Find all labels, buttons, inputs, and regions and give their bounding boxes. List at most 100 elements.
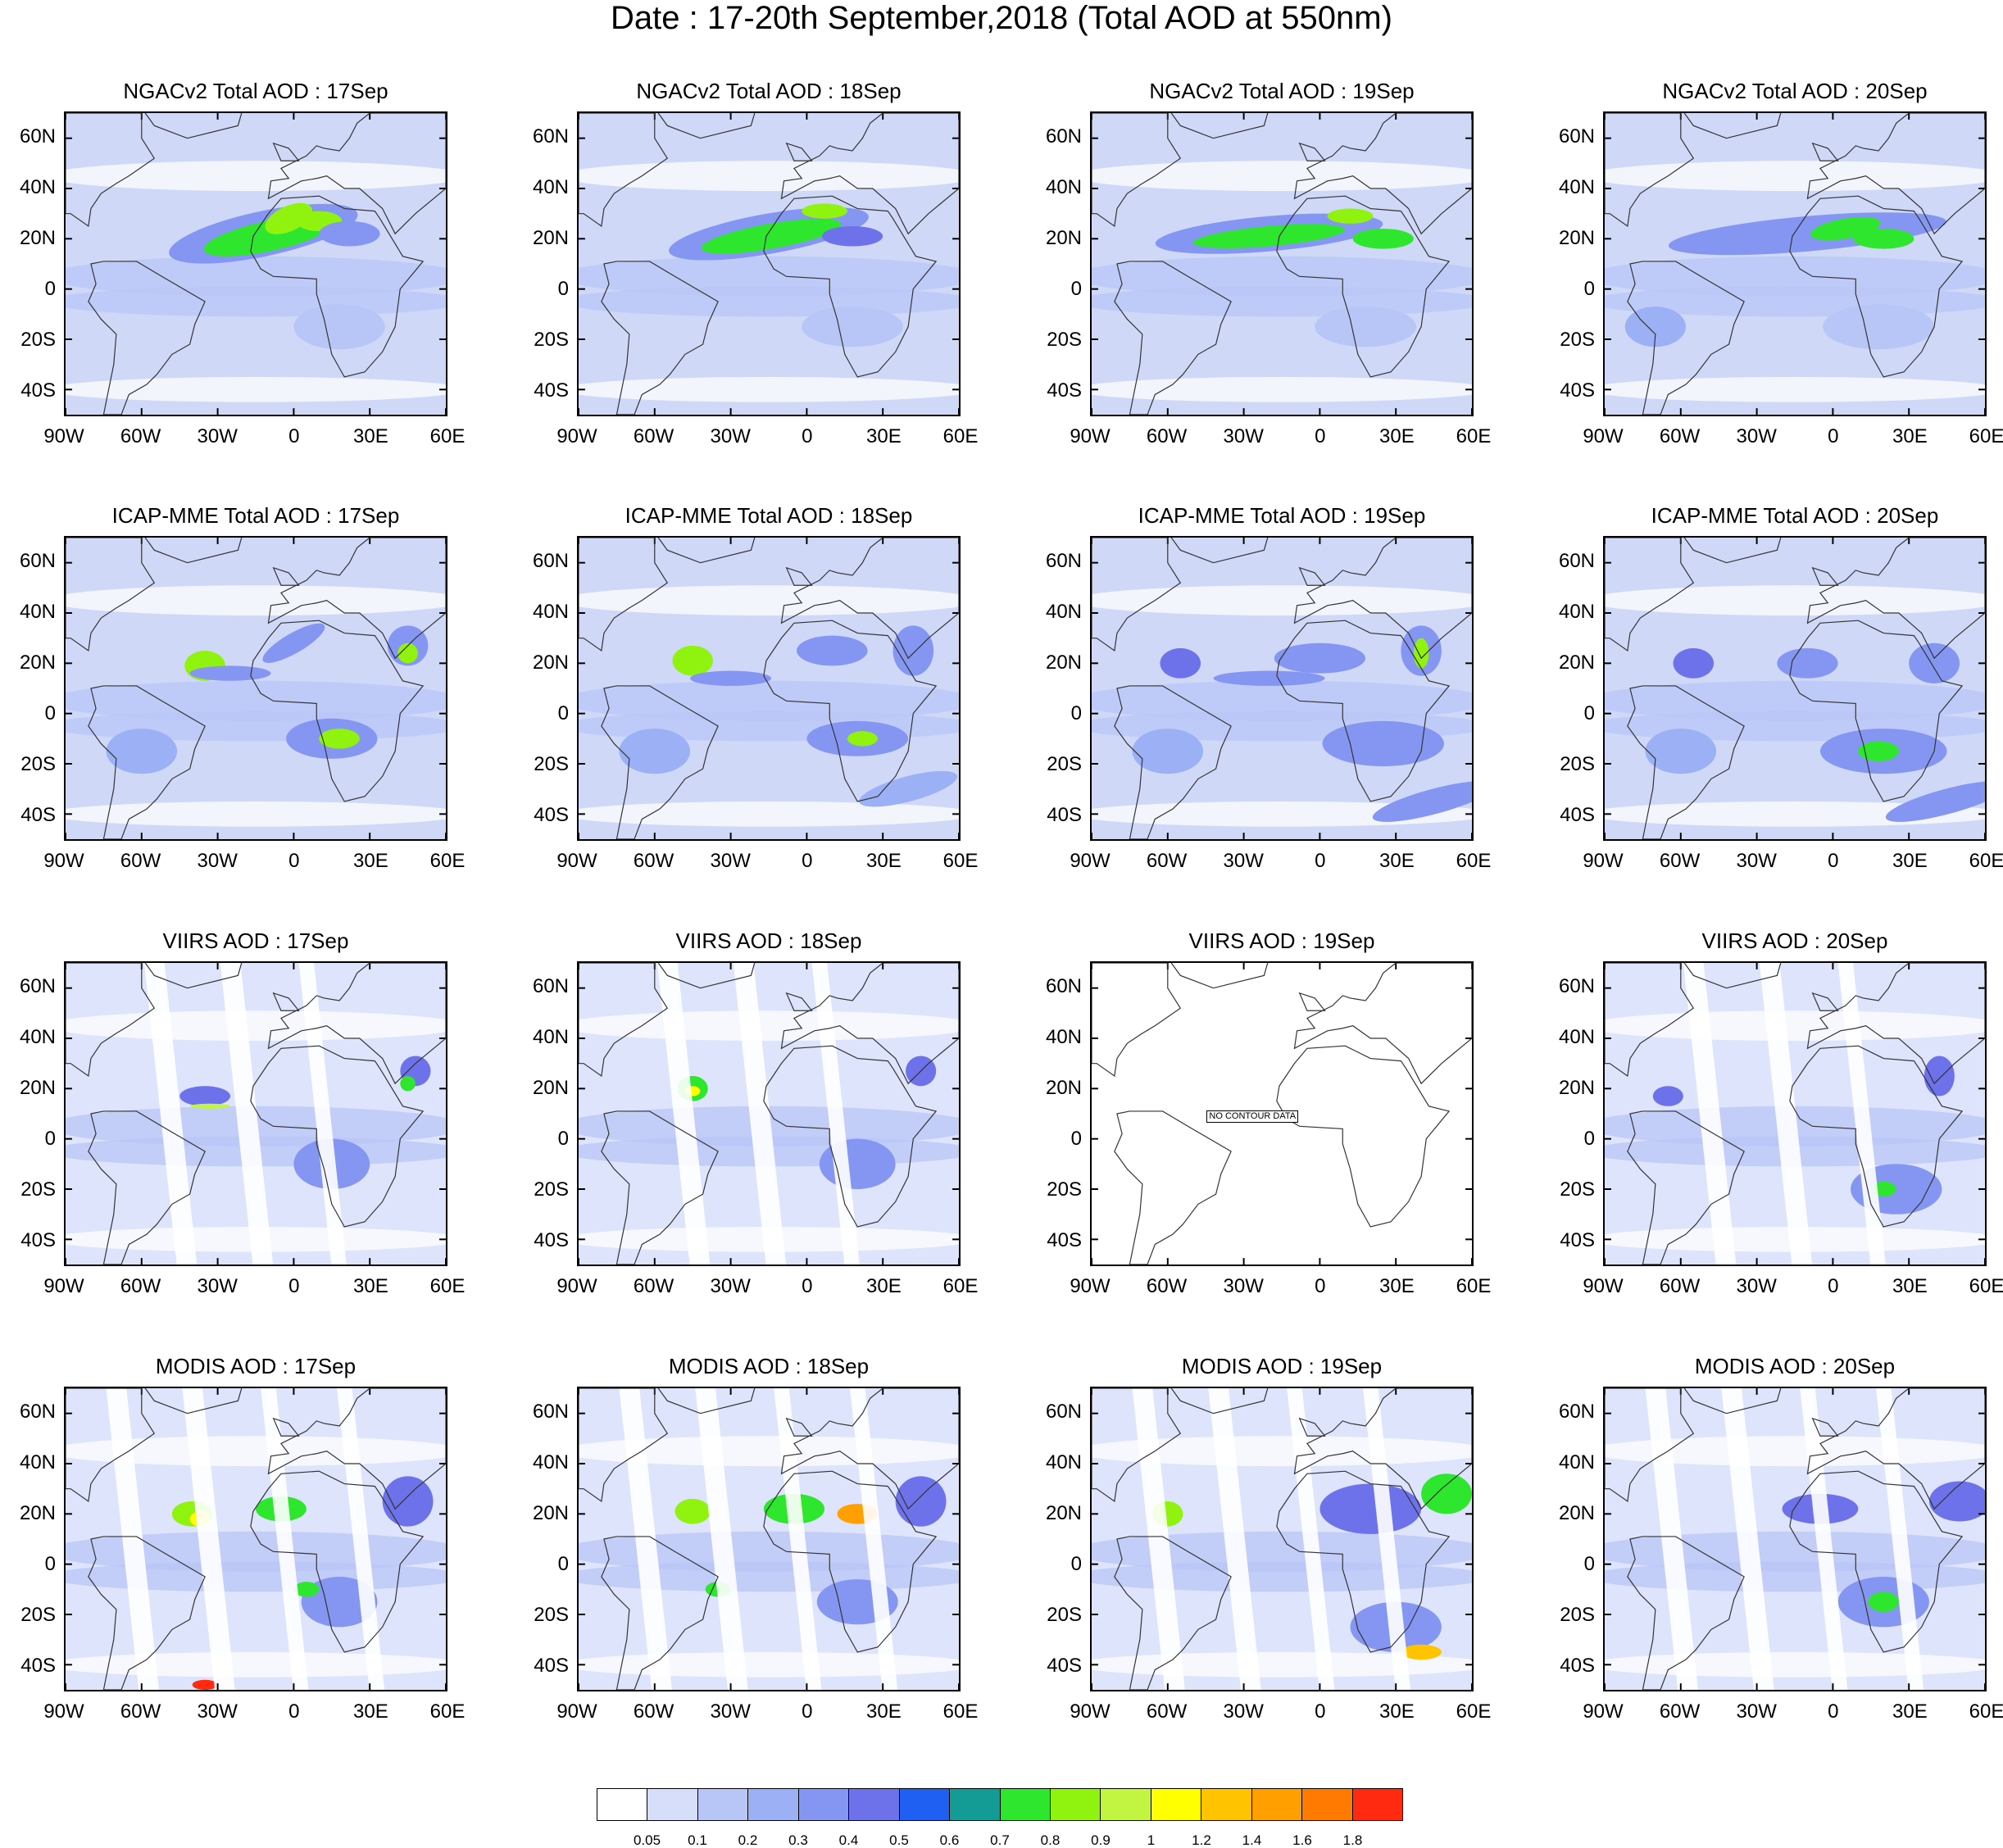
longitude-tick-label: 0 [1828,1700,1839,1723]
coastline [1276,195,1451,378]
aod-band [66,377,446,402]
longitude-tick-label: 60E [1969,1700,2003,1723]
colorbar-swatch [647,1789,698,1820]
longitude-tick-label: 30E [353,850,388,872]
longitude-tick-label: 60W [120,850,161,872]
coastline [1298,992,1326,1011]
latitude-tick-label: 60N [1558,1401,1595,1423]
map-plot-area [64,111,447,416]
panel-title: MODIS AOD : 19Sep [1181,1354,1383,1378]
colorbar-tick-label: 0.05 [633,1832,661,1848]
aod-plume [192,1679,218,1690]
coastline [1293,1388,1472,1510]
aod-plume [1160,647,1201,679]
longitude-tick-label: 90W [1583,850,1624,872]
coastline [1092,963,1182,1078]
aod-band [579,585,959,616]
longitude-tick-label: 60E [1969,850,2003,872]
aod-band [579,1652,959,1678]
coastline [1170,538,1269,564]
aod-band [579,1531,959,1572]
colorbar-tick-label: 0.5 [889,1832,909,1848]
longitude-tick-label: 60E [942,850,979,872]
aod-band [1092,680,1472,721]
longitude-tick-label: 60W [1146,1700,1188,1723]
latitude-tick-label: 0 [1070,702,1082,724]
latitude-tick-label: 60N [19,1401,56,1423]
aod-band [66,1652,446,1678]
aod-plume [802,203,847,219]
map-panel: ICAP-MME Total AOD : 20Sep 60N 40N 20N 0 20S 4… [1559,503,2003,872]
latitude-tick-label: 40N [1045,1026,1082,1048]
aod-band [1605,680,1985,721]
longitude-tick-label: 30W [1736,1275,1777,1297]
latitude-tick-label: 20S [1560,329,1595,351]
coastline [601,1110,719,1265]
panel-title: VIIRS AOD : 19Sep [1188,929,1375,953]
latitude-tick-label: 20S [1047,753,1082,775]
coastline [144,1388,243,1414]
map-svg [1605,113,1985,415]
aod-plume [892,625,934,676]
longitude-tick-label: 0 [288,1700,300,1723]
coastline [250,1470,425,1653]
latitude-tick-label: 20N [1045,1502,1082,1524]
longitude-tick-label: 60W [1146,1275,1188,1297]
coastline [657,538,756,564]
map-plot-area [1603,1387,1987,1691]
aod-plume [1274,642,1366,674]
coastline [1114,261,1232,415]
longitude-tick-label: 30E [353,1700,388,1723]
satellite-swath-gap [106,1388,159,1690]
coastline [1627,1110,1745,1265]
longitude-tick-label: 90W [43,850,84,872]
map-panel: VIIRS AOD : 18Sep 60N 40N 20N 0 20S 40S 90W 60W 3… [533,929,978,1297]
aod-plume [701,218,842,254]
longitude-tick-label: 30E [1379,425,1415,447]
longitude-tick-label: 30E [1892,1275,1928,1297]
aod-plume [293,1582,320,1597]
longitude-tick-label: 60W [633,425,674,447]
aod-plume [847,731,879,747]
longitude-tick-label: 0 [1828,850,1839,872]
satellite-swath-gap [733,963,787,1265]
latitude-tick-label: 20S [1047,1178,1082,1201]
coastline [66,963,156,1078]
coastline [272,1417,300,1437]
longitude-tick-label: 0 [288,425,300,447]
latitude-tick-label: 40N [532,176,569,198]
coastline [1811,566,1839,586]
latitude-tick-label: 0 [1070,1128,1082,1150]
coastline [657,113,756,139]
latitude-tick-label: 20N [1045,227,1082,249]
latitude-tick-label: 60N [1045,550,1082,572]
aod-band [66,1010,446,1042]
coastline [1605,113,1695,228]
latitude-tick-label: 40S [534,1229,569,1251]
aod-plume [802,306,903,347]
aod-band [1605,1652,1985,1678]
coastline [66,113,156,228]
coastline [1789,195,1964,378]
coastline [785,142,813,161]
latitude-tick-label: 20S [1560,1604,1595,1626]
panel-title: ICAP-MME Total AOD : 19Sep [1138,503,1426,528]
aod-plume [400,1076,416,1092]
longitude-tick-label: 30W [1736,850,1777,872]
coastline [1683,963,1782,989]
aod-band [1092,161,1472,192]
latitude-tick-label: 40S [534,804,569,826]
aod-band [1605,256,1985,297]
aod-band [579,161,959,192]
coastline [1092,1388,1182,1503]
latitude-tick-label: 0 [44,1553,56,1575]
aod-plume [382,1476,434,1527]
coastline [1811,992,1839,1011]
colorbar-swatch [748,1789,799,1820]
coastline [1683,113,1782,139]
coastline [785,1417,813,1437]
aod-plume [1319,1483,1422,1534]
colorbar-tick-label: 0.3 [788,1832,808,1848]
coastline [657,1388,756,1414]
coastline [66,538,156,652]
